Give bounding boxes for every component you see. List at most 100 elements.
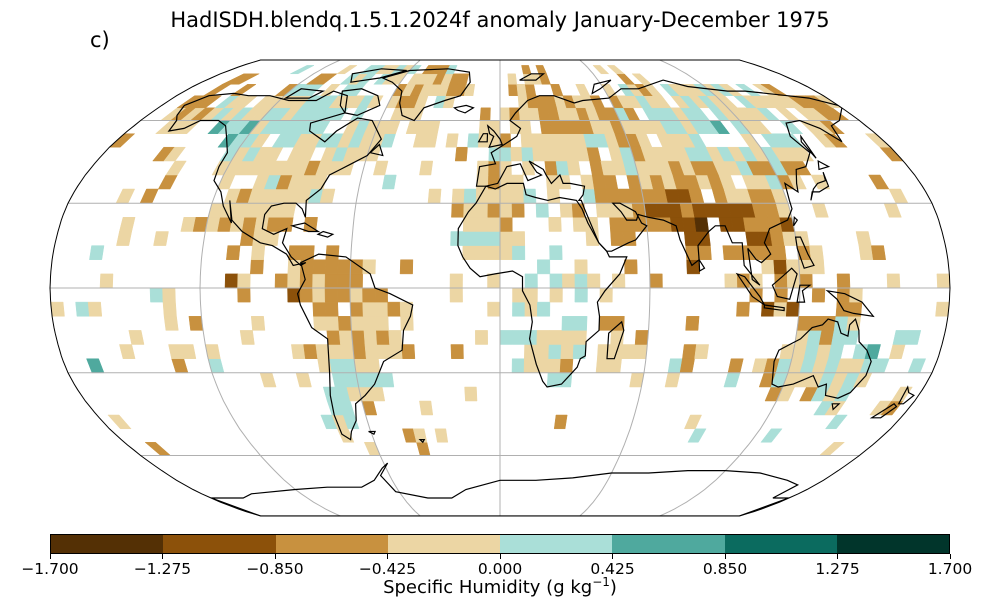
anomaly-cell xyxy=(487,245,501,260)
anomaly-cell xyxy=(475,231,488,246)
coastline-tasmania xyxy=(831,403,841,411)
anomaly-cell xyxy=(521,146,534,162)
anomaly-cell xyxy=(595,358,610,374)
anomaly-cell xyxy=(337,287,351,303)
anomaly-cell xyxy=(574,273,588,289)
anomaly-cell xyxy=(312,301,327,317)
anomaly-cell xyxy=(736,301,750,317)
anomaly-cell xyxy=(250,245,266,260)
anomaly-cell xyxy=(463,188,477,204)
anomaly-cell xyxy=(532,146,546,162)
anomaly-cell xyxy=(153,231,169,246)
anomaly-cell xyxy=(349,301,364,317)
anomaly-cell xyxy=(479,107,491,121)
anomaly-cell xyxy=(549,245,563,260)
anomaly-cell xyxy=(499,245,513,260)
anomaly-cell xyxy=(574,287,588,303)
anomaly-cell xyxy=(450,344,464,359)
anomaly-cell xyxy=(818,442,846,456)
anomaly-cell xyxy=(365,358,381,374)
anomaly-cell xyxy=(615,73,636,85)
coastline-borneo xyxy=(771,267,798,301)
anomaly-cell xyxy=(326,330,341,345)
anomaly-cell xyxy=(548,217,562,232)
coastline-victoriaIsl xyxy=(283,88,326,99)
anomaly-cell xyxy=(312,259,327,275)
anomaly-cell xyxy=(445,133,459,148)
anomaly-cell xyxy=(694,344,709,359)
anomaly-cell xyxy=(379,372,395,388)
anomaly-cell xyxy=(573,330,587,345)
anomaly-cell xyxy=(499,146,512,162)
anomaly-cell xyxy=(574,316,588,331)
coastline-java xyxy=(763,304,785,312)
coastline-hispaniola xyxy=(316,230,335,238)
anomaly-cell xyxy=(475,330,488,345)
anomaly-cell xyxy=(531,133,544,148)
colorbar-tick-mark xyxy=(387,554,388,559)
anomaly-cell xyxy=(362,301,376,317)
colorbar-bin-6 xyxy=(724,535,837,553)
colorbar-bin-2 xyxy=(275,535,388,553)
colorbar-bin-0 xyxy=(51,535,164,553)
anomaly-cell xyxy=(562,273,576,289)
anomaly-cell xyxy=(511,358,525,374)
anomaly-cell xyxy=(512,231,526,246)
anomaly-cell xyxy=(229,84,257,96)
anomaly-cell xyxy=(226,245,241,260)
anomaly-cell xyxy=(239,231,255,246)
anomaly-cell xyxy=(86,358,105,374)
anomaly-cell xyxy=(337,259,351,275)
anomaly-cell xyxy=(572,217,587,232)
anomaly-cell xyxy=(299,287,314,303)
anomaly-cell xyxy=(809,245,824,260)
anomaly-cell xyxy=(499,330,513,345)
anomaly-cell xyxy=(511,188,525,204)
anomaly-cell xyxy=(507,73,518,85)
colorbar-tick-label: −1.700 xyxy=(21,560,79,578)
anomaly-cell xyxy=(362,287,376,303)
anomaly-cell xyxy=(372,160,389,176)
colorbar-tick-mark xyxy=(837,554,838,559)
anomaly-cell xyxy=(598,316,613,331)
anomaly-cell xyxy=(633,344,648,359)
anomaly-cell xyxy=(697,245,712,260)
anomaly-cell xyxy=(936,273,950,289)
anomaly-cell xyxy=(324,273,338,289)
coastline-ellesmere xyxy=(350,68,407,83)
anomaly-cell xyxy=(327,344,343,359)
anomaly-cell xyxy=(559,358,574,374)
anomaly-cell xyxy=(587,273,601,289)
anomaly-cell xyxy=(609,217,624,232)
anomaly-cell xyxy=(162,287,176,303)
anomaly-cell xyxy=(537,301,551,317)
anomaly-cell xyxy=(739,133,761,148)
anomaly-cell xyxy=(487,273,501,289)
anomaly-cell xyxy=(119,217,136,232)
anomaly-cell xyxy=(291,344,306,359)
anomaly-cell xyxy=(364,344,379,359)
coastline-iceland xyxy=(452,104,475,114)
anomaly-cell xyxy=(474,245,488,260)
anomaly-cell xyxy=(682,217,697,232)
anomaly-cell xyxy=(549,287,563,303)
anomaly-cell xyxy=(487,301,501,317)
anomaly-cell xyxy=(387,301,401,317)
anomaly-cell xyxy=(499,217,513,232)
anomaly-cell xyxy=(449,287,463,303)
anomaly-cell xyxy=(550,84,564,96)
anomaly-cell xyxy=(512,301,526,317)
colorbar xyxy=(50,534,950,554)
coastline-africa xyxy=(457,182,628,388)
anomaly-cell xyxy=(401,344,416,359)
coastline-sulawesi xyxy=(796,284,812,303)
anomaly-cell xyxy=(511,174,524,190)
anomaly-cell xyxy=(535,358,549,374)
anomaly-cell xyxy=(519,120,532,134)
anomaly-cell xyxy=(603,174,619,190)
coastline-sumatra xyxy=(735,272,766,306)
anomaly-cell xyxy=(683,231,699,246)
anomaly-cell xyxy=(300,245,315,260)
anomaly-cell xyxy=(535,202,549,218)
anomaly-cell xyxy=(886,273,901,289)
